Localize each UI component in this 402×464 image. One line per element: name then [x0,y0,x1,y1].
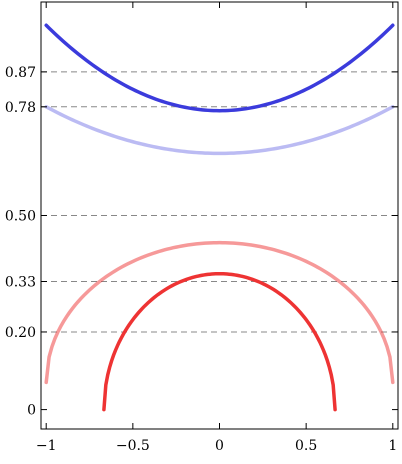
series-line-3 [44,240,395,385]
x-tick-label: 0.5 [295,438,317,454]
series-group [44,23,395,412]
y-tick-label: 0.20 [5,325,36,341]
y-tick-label: 0.50 [5,209,36,225]
y-tick-label: 0.33 [5,274,36,290]
y-axis: 0 0.20 0.33 0.50 0.78 0.87 [5,65,398,419]
x-tick-label: −1 [36,438,57,454]
x-tick-label: −0.5 [116,438,150,454]
series-line-4 [102,271,337,412]
x-tick-label: 0 [215,438,224,454]
x-tick-label: 1 [388,438,397,454]
series-line-1 [44,23,395,113]
series-line-2 [44,105,395,156]
y-tick-label: 0 [27,403,36,419]
y-tick-label: 0.87 [5,65,36,81]
x-axis: −1 −0.5 0 0.5 1 [36,2,397,454]
y-tick-label: 0.78 [5,100,36,116]
